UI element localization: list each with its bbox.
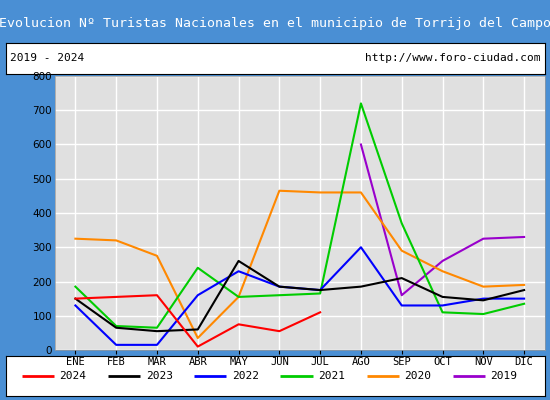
Text: http://www.foro-ciudad.com: http://www.foro-ciudad.com (365, 53, 540, 63)
Text: 2021: 2021 (318, 371, 345, 381)
Text: 2020: 2020 (404, 371, 431, 381)
Text: Evolucion Nº Turistas Nacionales en el municipio de Torrijo del Campo: Evolucion Nº Turistas Nacionales en el m… (0, 16, 550, 30)
Text: 2023: 2023 (146, 371, 173, 381)
Text: 2019: 2019 (491, 371, 518, 381)
Text: 2022: 2022 (232, 371, 259, 381)
Text: 2024: 2024 (59, 371, 86, 381)
Text: 2019 - 2024: 2019 - 2024 (10, 53, 84, 63)
